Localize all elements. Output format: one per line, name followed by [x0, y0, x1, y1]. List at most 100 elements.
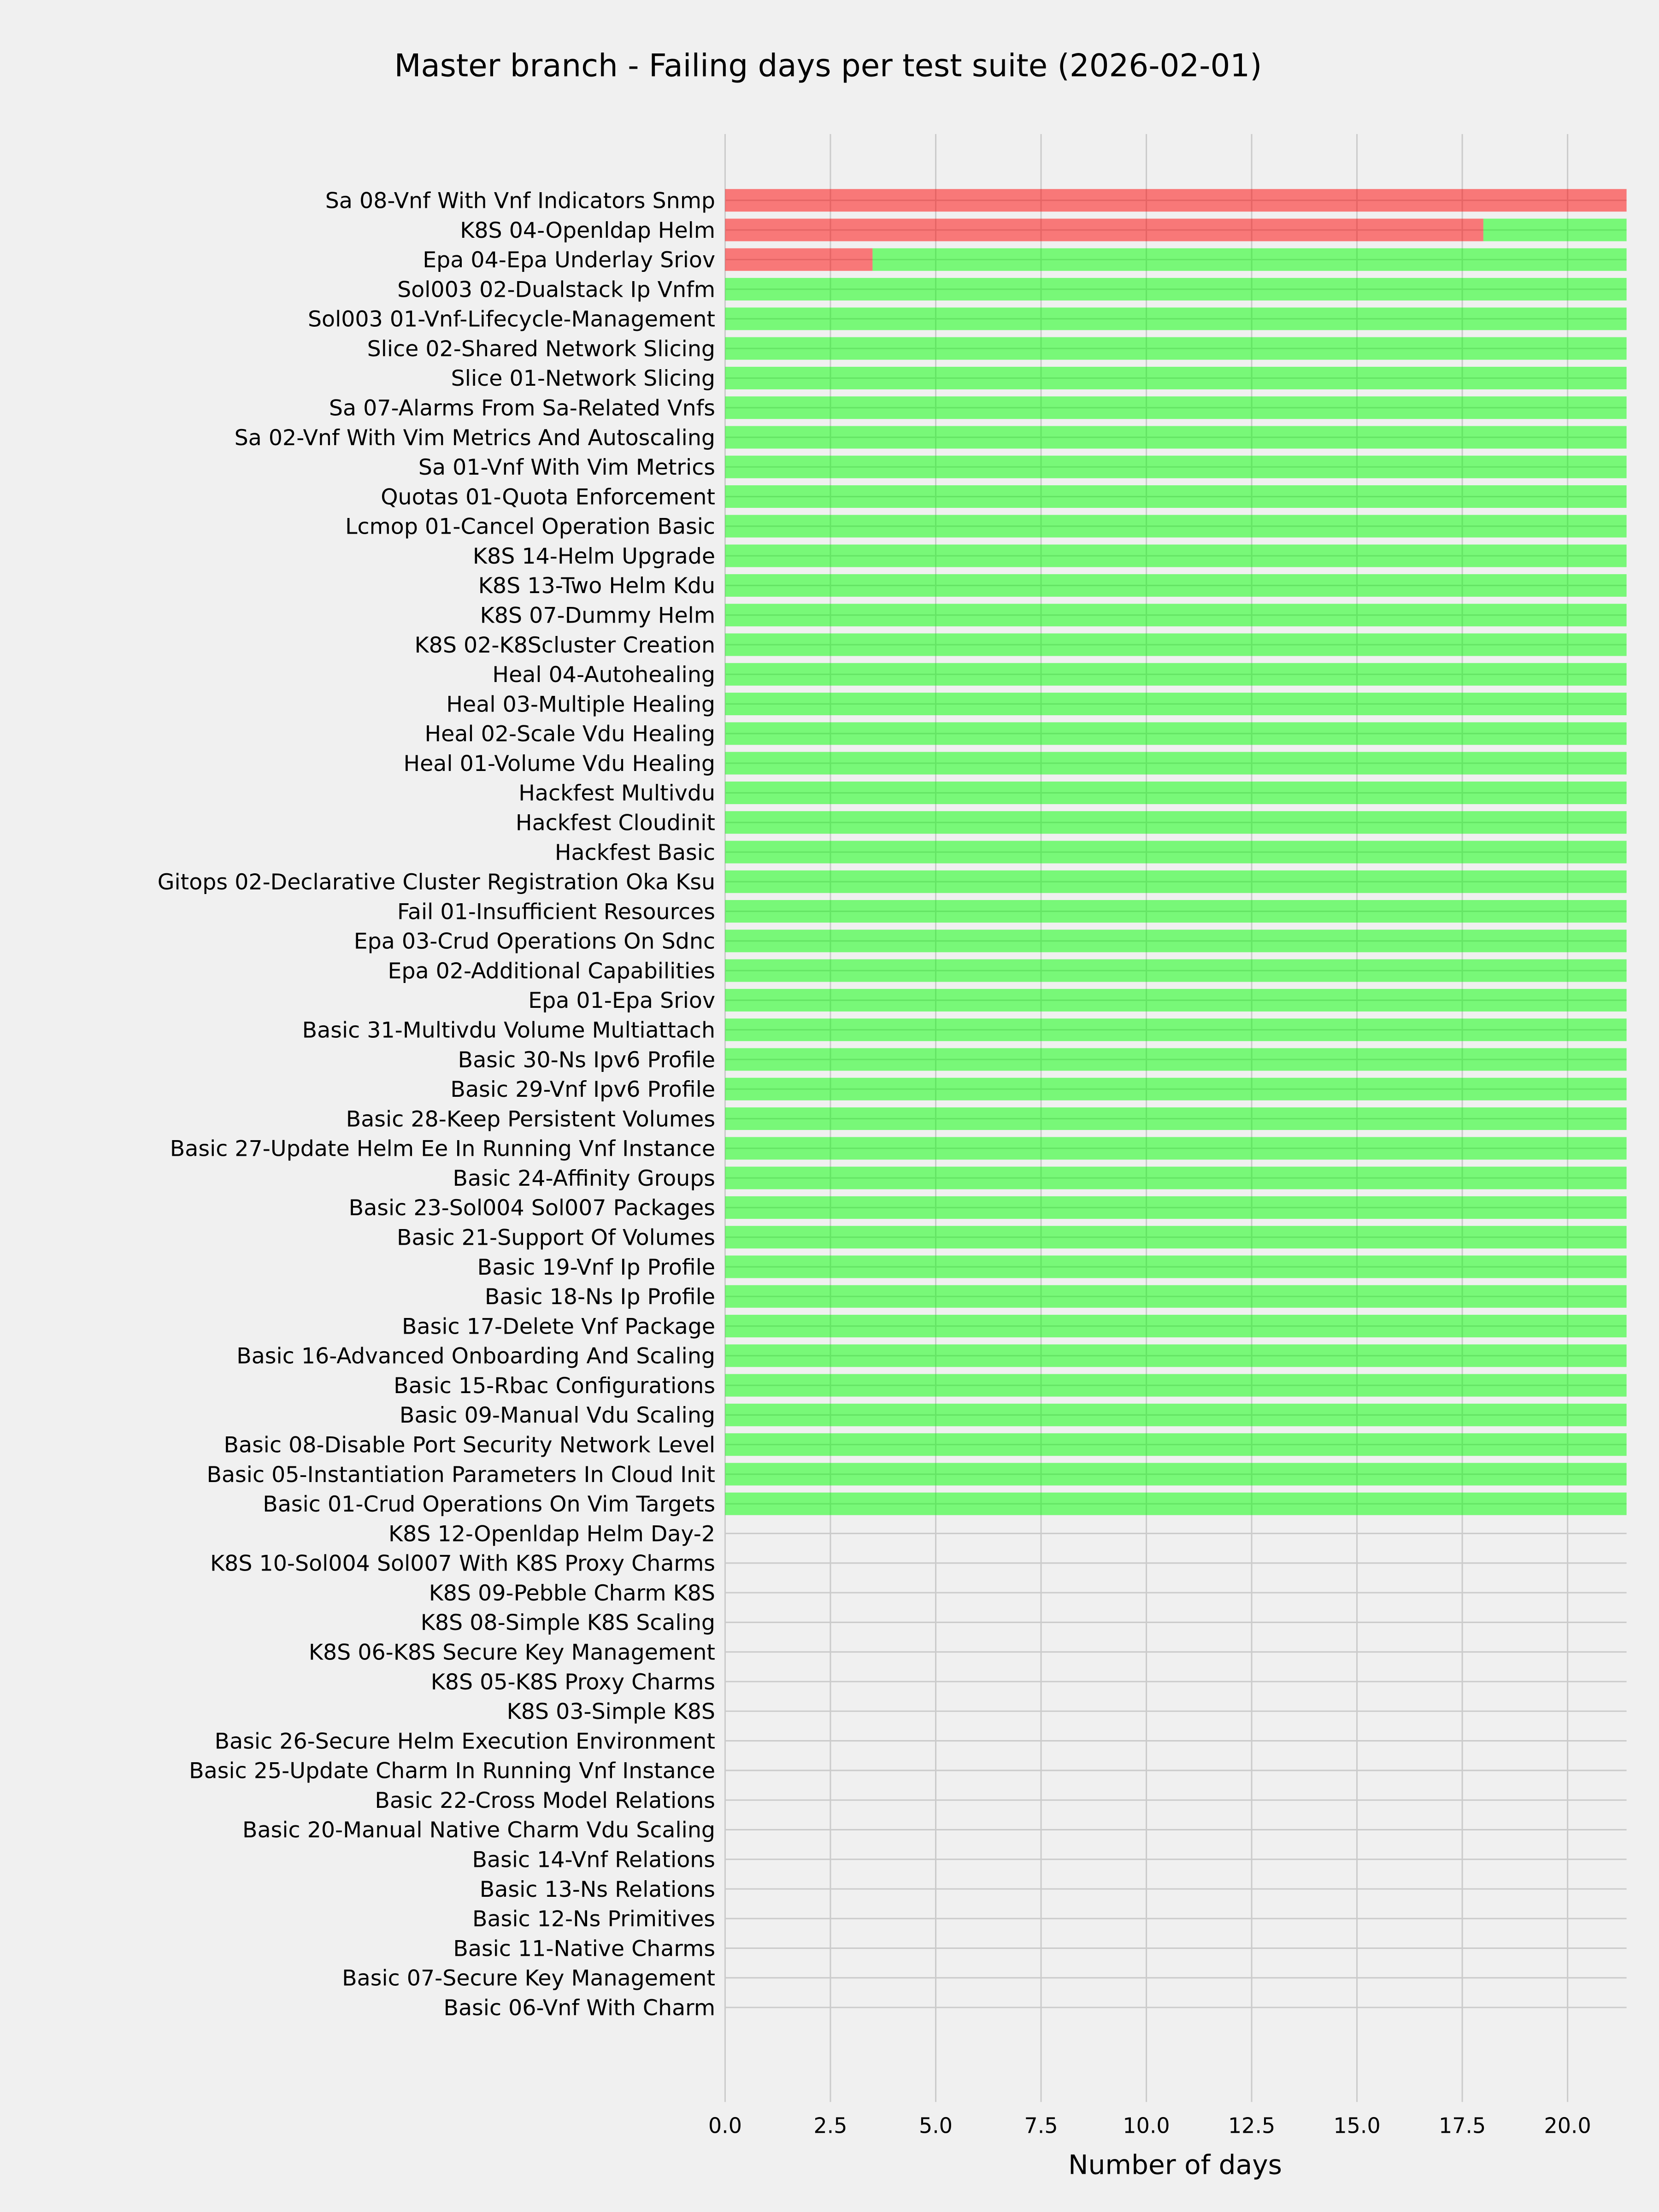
y-tick-label: Sol003 01-Vnf-Lifecycle-Management	[308, 307, 715, 332]
chart-title: Master branch - Failing days per test su…	[394, 47, 1262, 83]
y-tick-label: Basic 19-Vnf Ip Profile	[477, 1255, 715, 1280]
x-tick-labels: 0.0 2.5 5.0 7.5 10.0 12.5 15.0 17.5 20.0	[708, 2113, 1591, 2138]
y-tick-label: Epa 01-Epa Sriov	[528, 988, 715, 1013]
bar-passing	[725, 841, 1627, 864]
bar-passing	[872, 248, 1627, 271]
x-tick-label: 0.0	[708, 2113, 742, 2138]
y-tick-label: Basic 22-Cross Model Relations	[375, 1788, 715, 1813]
y-tick-label: Basic 15-Rbac Configurations	[394, 1373, 715, 1399]
y-tick-label: Basic 14-Vnf Relations	[472, 1847, 716, 1873]
y-tick-label: Basic 21-Support Of Volumes	[397, 1225, 715, 1251]
y-tick-label: Hackfest Multivdu	[518, 781, 715, 806]
bar-passing	[725, 1048, 1627, 1071]
y-tick-label: Slice 02-Shared Network Slicing	[367, 336, 715, 362]
bar-passing	[725, 1285, 1627, 1308]
bar-passing	[725, 1226, 1627, 1249]
bar-passing	[725, 307, 1627, 330]
bar-passing	[725, 930, 1627, 953]
bar-passing	[725, 426, 1627, 449]
bar-passing	[725, 633, 1627, 656]
y-tick-label: Basic 16-Advanced Onboarding And Scaling	[236, 1344, 715, 1369]
y-tick-label: Slice 01-Network Slicing	[451, 366, 715, 391]
bar-passing	[725, 1315, 1627, 1338]
bars	[725, 189, 1627, 1515]
y-tick-label: Sa 01-Vnf With Vim Metrics	[418, 455, 715, 480]
bar-passing	[725, 811, 1627, 834]
x-tick-label: 10.0	[1123, 2113, 1170, 2138]
bar-failing	[725, 189, 1627, 212]
bar-passing	[725, 1077, 1627, 1100]
y-tick-label: K8S 12-Openldap Helm Day-2	[388, 1521, 715, 1547]
bar-passing	[725, 1492, 1627, 1515]
bar-passing	[725, 396, 1627, 419]
y-tick-label: Heal 01-Volume Vdu Healing	[403, 751, 715, 777]
y-tick-label: Sa 08-Vnf With Vnf Indicators Snmp	[325, 188, 715, 214]
bar-passing	[725, 1463, 1627, 1486]
y-tick-label: Heal 03-Multiple Healing	[446, 692, 715, 717]
y-tick-label: Basic 12-Ns Primitives	[472, 1906, 715, 1932]
y-tick-label: K8S 05-K8S Proxy Charms	[431, 1670, 715, 1695]
y-tick-label: Basic 07-Secure Key Management	[342, 1966, 715, 1991]
y-tick-label: K8S 03-Simple K8S	[507, 1699, 715, 1724]
y-tick-label: Epa 02-Additional Capabilities	[388, 959, 715, 984]
y-tick-label: Basic 05-Instantiation Parameters In Clo…	[206, 1462, 715, 1488]
y-tick-label: Basic 17-Delete Vnf Package	[402, 1314, 715, 1339]
y-tick-label: Basic 26-Secure Helm Execution Environme…	[215, 1729, 715, 1754]
bar-passing	[725, 604, 1627, 627]
y-tick-label: K8S 02-K8Scluster Creation	[415, 633, 715, 658]
bar-passing	[725, 1107, 1627, 1130]
y-tick-labels: Sa 08-Vnf With Vnf Indicators Snmp K8S 04…	[158, 188, 715, 2021]
y-tick-label: Basic 23-Sol004 Sol007 Packages	[349, 1195, 715, 1221]
y-tick-label: Hackfest Basic	[555, 840, 715, 865]
bar-passing	[725, 544, 1627, 567]
bar-passing	[725, 1374, 1627, 1397]
y-tick-label: Basic 25-Update Charm In Running Vnf Ins…	[189, 1759, 715, 1784]
bar-passing	[725, 455, 1627, 478]
y-tick-label: Basic 13-Ns Relations	[480, 1877, 715, 1902]
bar-passing	[725, 485, 1627, 508]
bar-passing	[725, 722, 1627, 745]
bar-passing	[725, 1018, 1627, 1041]
bar-passing	[725, 870, 1627, 893]
bar-passing	[725, 781, 1627, 804]
bar-passing	[725, 278, 1627, 301]
y-tick-label: Basic 11-Native Charms	[453, 1936, 715, 1961]
bar-passing	[725, 1137, 1627, 1160]
bar-passing	[725, 1196, 1627, 1219]
y-tick-label: Sa 02-Vnf With Vim Metrics And Autoscali…	[235, 425, 715, 451]
y-tick-label: Fail 01-Insufficient Resources	[397, 899, 715, 924]
y-tick-label: Basic 18-Ns Ip Profile	[485, 1284, 715, 1310]
bar-failing	[725, 248, 873, 271]
bar-passing	[1483, 218, 1627, 241]
bar-passing	[725, 1403, 1627, 1426]
x-tick-label: 17.5	[1439, 2113, 1486, 2138]
y-tick-label: Lcmop 01-Cancel Operation Basic	[345, 514, 715, 540]
bar-passing	[725, 959, 1627, 982]
bar-passing	[725, 900, 1627, 923]
y-tick-label: K8S 10-Sol004 Sol007 With K8S Proxy Char…	[210, 1551, 715, 1577]
y-tick-label: K8S 04-Openldap Helm	[460, 218, 715, 243]
bar-passing	[725, 1433, 1627, 1456]
bar-passing	[725, 337, 1627, 360]
y-tick-label: Heal 04-Autohealing	[492, 662, 715, 688]
y-tick-label: Basic 31-Multivdu Volume Multiattach	[302, 1018, 715, 1043]
y-tick-label: Sol003 02-Dualstack Ip Vnfm	[397, 277, 715, 302]
y-tick-label: Heal 02-Scale Vdu Healing	[424, 722, 715, 747]
bar-passing	[725, 366, 1627, 389]
x-tick-label: 20.0	[1544, 2113, 1591, 2138]
bar-passing	[725, 752, 1627, 775]
y-tick-label: Basic 29-Vnf Ipv6 Profile	[450, 1077, 715, 1102]
y-tick-label: Epa 03-Crud Operations On Sdnc	[354, 929, 715, 954]
y-tick-label: Basic 27-Update Helm Ee In Running Vnf I…	[170, 1136, 715, 1162]
bar-failing	[725, 218, 1483, 241]
bar-passing	[725, 988, 1627, 1012]
bar-passing	[725, 1166, 1627, 1189]
x-tick-label: 12.5	[1228, 2113, 1275, 2138]
x-tick-label: 15.0	[1333, 2113, 1380, 2138]
bar-passing	[725, 1255, 1627, 1278]
y-tick-label: Basic 08-Disable Port Security Network L…	[224, 1433, 715, 1458]
y-tick-label: Quotas 01-Quota Enforcement	[381, 484, 715, 510]
y-tick-label: Epa 04-Epa Underlay Sriov	[423, 247, 715, 273]
y-tick-label: Basic 01-Crud Operations On Vim Targets	[263, 1492, 715, 1517]
